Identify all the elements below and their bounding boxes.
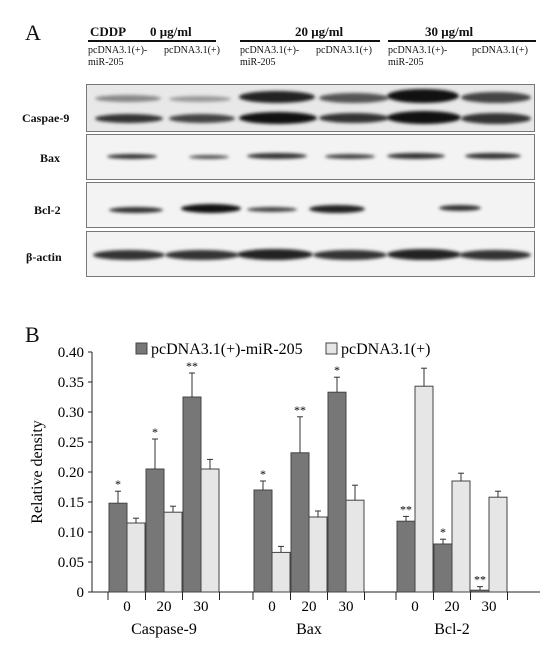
concentration-0: 0 μg/ml [150, 24, 192, 39]
significance-label: ** [294, 403, 306, 417]
legend-swatch [325, 342, 338, 355]
significance-label: ** [474, 573, 486, 587]
y-tick-label: 0.40 [58, 345, 84, 361]
panel-b-letter: B [25, 322, 40, 347]
x-category-label: 30 [482, 599, 497, 615]
panel-a-letter: A [25, 20, 41, 45]
y-tick-label: 0.30 [58, 405, 84, 421]
blot-beta-actin [86, 231, 535, 277]
lane-label-5: pcDNA3.1(+)- miR-205 [388, 45, 448, 68]
bar [126, 522, 146, 593]
x-category-label: 20 [445, 599, 460, 615]
y-tick-label: 0 [77, 585, 85, 601]
bar [290, 452, 310, 593]
row-label-beta-actin: β-actin [26, 250, 62, 264]
lane-label-3: pcDNA3.1(+)- miR-205 [240, 45, 300, 68]
x-group-label: Caspase-9 [131, 621, 197, 638]
bar [451, 480, 471, 593]
blot-bcl2 [86, 182, 535, 228]
blot-caspase9 [86, 84, 535, 132]
bar [488, 496, 508, 593]
significance-label: * [152, 425, 158, 439]
significance-label: * [260, 467, 266, 481]
bar [414, 385, 434, 593]
significance-label: * [440, 525, 446, 539]
bar [182, 396, 202, 593]
lane-label-2: pcDNA3.1(+) [164, 45, 220, 56]
y-tick-label: 0.35 [58, 375, 84, 391]
lane-label-1: pcDNA3.1(+)- miR-205 [88, 45, 148, 68]
significance-label: * [334, 363, 340, 377]
bar [108, 502, 128, 593]
bar [345, 499, 365, 593]
underline-20 [240, 40, 380, 42]
concentration-30: 30 μg/ml [425, 24, 474, 39]
significance-label: ** [186, 359, 198, 373]
legend-label: pcDNA3.1(+)-miR-205 [151, 341, 303, 358]
x-category-label: 20 [157, 599, 172, 615]
lane-label-4: pcDNA3.1(+) [316, 45, 372, 56]
bar [271, 551, 291, 593]
x-category-label: 0 [411, 599, 419, 615]
underline-30 [388, 40, 536, 42]
significance-label: * [115, 477, 121, 491]
bar [163, 511, 183, 593]
bar [145, 468, 165, 593]
legend-label: pcDNA3.1(+) [341, 341, 430, 358]
bar [253, 489, 273, 593]
y-axis-label: Relative density [29, 420, 46, 524]
treatment-label: CDDP [90, 24, 127, 39]
significance-label: ** [400, 502, 412, 516]
x-category-label: 20 [302, 599, 317, 615]
bar [433, 543, 453, 593]
x-group-label: Bax [296, 621, 322, 638]
y-tick-label: 0.20 [58, 465, 84, 481]
legend-swatch [135, 342, 148, 355]
blot-bax [86, 134, 535, 180]
x-category-label: 30 [339, 599, 354, 615]
y-tick-label: 0.25 [58, 435, 84, 451]
density-bar-chart: 0 0.05 0.10 0.15 0.20 0.25 0.30 0.35 0.40 Relativ… [29, 341, 540, 638]
y-tick-label: 0.15 [58, 495, 84, 511]
y-tick-label: 0.05 [58, 555, 84, 571]
underline-0 [88, 40, 216, 42]
bar [470, 589, 490, 593]
concentration-20: 20 μg/ml [295, 24, 344, 39]
bar [200, 468, 220, 593]
x-category-label: 30 [194, 599, 209, 615]
x-group-label: Bcl-2 [434, 621, 470, 638]
lane-label-6: pcDNA3.1(+) [472, 45, 528, 56]
row-label-bcl2: Bcl-2 [34, 203, 61, 217]
row-label-bax: Bax [40, 151, 61, 165]
x-category-label: 0 [123, 599, 131, 615]
bar [308, 516, 328, 593]
x-category-label: 0 [268, 599, 276, 615]
y-tick-label: 0.10 [58, 525, 84, 541]
row-label-caspase9: Caspae-9 [22, 111, 70, 125]
bar [327, 391, 347, 593]
bar [396, 520, 416, 593]
